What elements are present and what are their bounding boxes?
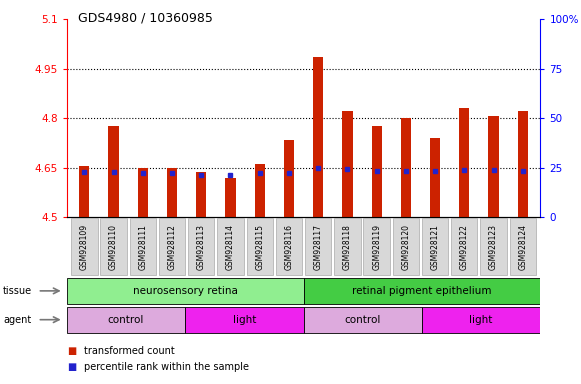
Bar <box>342 111 353 217</box>
Bar <box>422 218 449 275</box>
Bar <box>518 111 528 217</box>
Bar <box>393 218 419 275</box>
Bar <box>71 218 98 275</box>
Text: GSM928119: GSM928119 <box>372 224 381 270</box>
Text: GSM928117: GSM928117 <box>314 224 322 270</box>
Bar <box>284 139 294 217</box>
Bar <box>313 57 323 217</box>
Text: control: control <box>108 314 144 325</box>
Text: ■: ■ <box>67 346 76 356</box>
Text: percentile rank within the sample: percentile rank within the sample <box>84 362 249 372</box>
Text: light: light <box>233 314 256 325</box>
Bar <box>489 116 498 217</box>
Bar <box>138 168 148 217</box>
Bar <box>459 108 469 217</box>
Bar <box>79 166 89 217</box>
Text: GSM928122: GSM928122 <box>460 224 469 270</box>
Text: GSM928120: GSM928120 <box>401 224 410 270</box>
Bar <box>303 278 540 304</box>
Text: GSM928110: GSM928110 <box>109 224 118 270</box>
Text: GDS4980 / 10360985: GDS4980 / 10360985 <box>78 12 213 25</box>
Bar <box>67 307 185 333</box>
Bar <box>305 218 331 275</box>
Bar <box>371 126 382 217</box>
Bar <box>510 218 536 275</box>
Bar <box>101 218 127 275</box>
Bar <box>246 218 273 275</box>
Bar <box>188 218 214 275</box>
Text: retinal pigment epithelium: retinal pigment epithelium <box>352 286 492 296</box>
Text: GSM928112: GSM928112 <box>167 224 177 270</box>
Bar <box>196 172 206 217</box>
Text: GSM928123: GSM928123 <box>489 224 498 270</box>
Text: control: control <box>345 314 381 325</box>
Bar <box>451 218 478 275</box>
Bar <box>185 307 303 333</box>
Bar <box>225 179 236 217</box>
Bar <box>67 278 303 304</box>
Bar <box>167 168 177 217</box>
Text: GSM928114: GSM928114 <box>226 224 235 270</box>
Bar <box>303 307 422 333</box>
Bar <box>109 126 119 217</box>
Bar <box>364 218 390 275</box>
Bar <box>422 307 540 333</box>
Bar <box>334 218 361 275</box>
Bar <box>254 164 265 217</box>
Text: GSM928109: GSM928109 <box>80 223 89 270</box>
Text: tissue: tissue <box>3 286 32 296</box>
Text: GSM928113: GSM928113 <box>197 224 206 270</box>
Bar <box>217 218 243 275</box>
Text: transformed count: transformed count <box>84 346 175 356</box>
Bar <box>480 218 507 275</box>
Bar <box>401 118 411 217</box>
Text: GSM928115: GSM928115 <box>255 224 264 270</box>
Text: GSM928116: GSM928116 <box>285 224 293 270</box>
Text: neurosensory retina: neurosensory retina <box>132 286 238 296</box>
Text: ■: ■ <box>67 362 76 372</box>
Text: agent: agent <box>3 314 31 325</box>
Bar <box>430 138 440 217</box>
Text: GSM928121: GSM928121 <box>431 224 440 270</box>
Bar <box>159 218 185 275</box>
Bar <box>130 218 156 275</box>
Text: light: light <box>469 314 493 325</box>
Text: GSM928118: GSM928118 <box>343 224 352 270</box>
Bar <box>276 218 302 275</box>
Text: GSM928111: GSM928111 <box>138 224 148 270</box>
Text: GSM928124: GSM928124 <box>518 224 528 270</box>
